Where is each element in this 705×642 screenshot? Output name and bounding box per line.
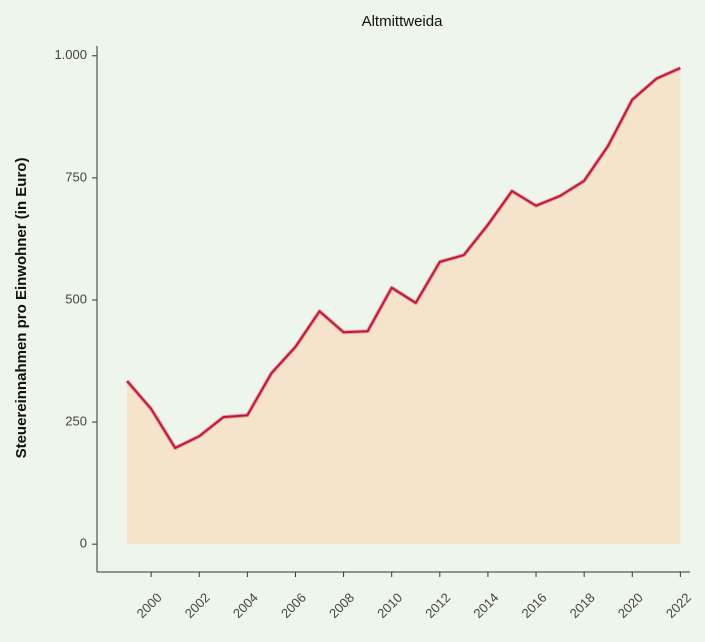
x-tick-label: 2016 bbox=[519, 590, 550, 621]
x-tick-label: 2002 bbox=[182, 590, 213, 621]
x-tick-label: 2000 bbox=[134, 590, 165, 621]
y-tick-label: 500 bbox=[65, 291, 87, 306]
x-tick-label: 2018 bbox=[567, 590, 598, 621]
x-tick-label: 2022 bbox=[663, 590, 694, 621]
chart-title: Altmittweida bbox=[362, 13, 444, 30]
x-tick-label: 2012 bbox=[422, 590, 453, 621]
x-tick-label: 2008 bbox=[326, 590, 357, 621]
y-tick-label: 750 bbox=[65, 169, 87, 184]
x-tick-label: 2014 bbox=[470, 590, 501, 621]
x-tick-label: 2020 bbox=[615, 590, 646, 621]
x-tick-label: 2010 bbox=[374, 590, 405, 621]
y-tick-label: 250 bbox=[65, 414, 87, 429]
line bbox=[126, 67, 681, 449]
x-tick-label: 2006 bbox=[278, 590, 309, 621]
x-tick-label: 2004 bbox=[230, 590, 261, 621]
y-tick-label: 0 bbox=[80, 536, 87, 551]
y-tick-label: 1.000 bbox=[54, 47, 87, 62]
y-axis-label: Steuereinnahmen pro Einwohner (in Euro) bbox=[13, 158, 30, 459]
area bbox=[127, 67, 681, 545]
